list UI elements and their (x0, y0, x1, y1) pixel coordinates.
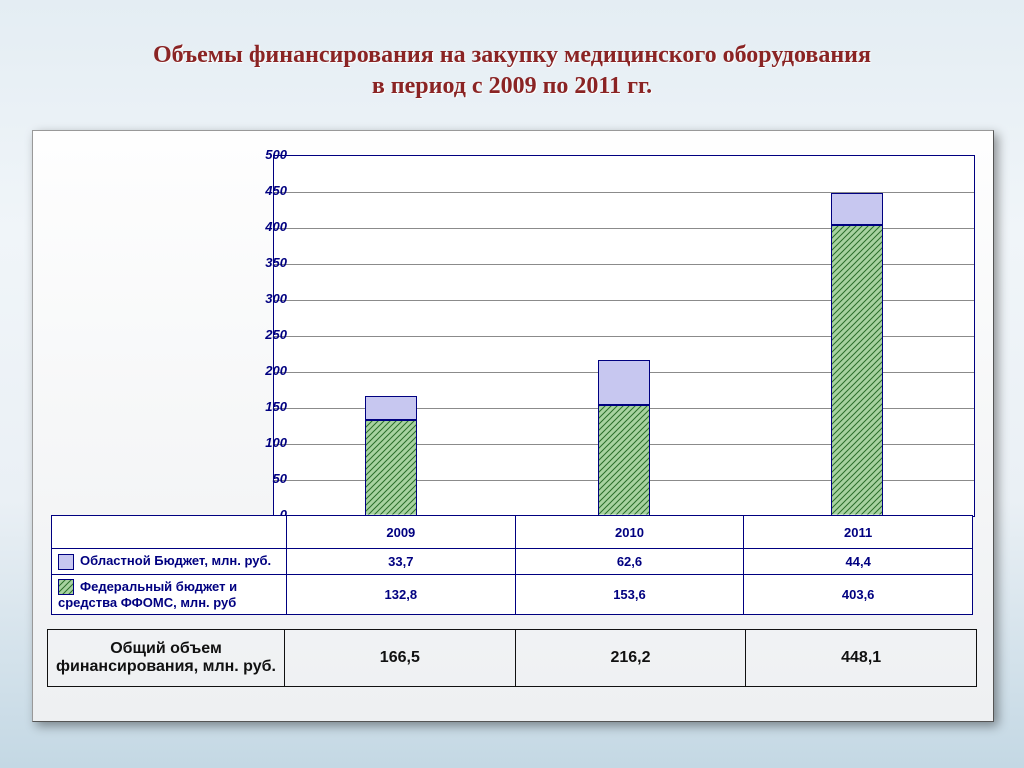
y-tick-label: 350 (227, 255, 287, 270)
category-header: 2009 (287, 516, 516, 549)
y-tick-label: 400 (227, 219, 287, 234)
totals-cell: 448,1 (746, 630, 977, 687)
bar-segment-federal (831, 225, 883, 516)
title-line-1: Объемы финансирования на закупку медицин… (153, 42, 871, 68)
totals-cell: 216,2 (515, 630, 746, 687)
totals-row: Общий объем финансирования, млн. руб.166… (47, 629, 977, 687)
bar-segment-regional (598, 360, 650, 405)
y-tick-label: 150 (227, 399, 287, 414)
y-tick-label: 50 (227, 471, 287, 486)
category-header: 2010 (515, 516, 744, 549)
data-cell: 132,8 (287, 574, 516, 615)
y-tick-label: 300 (227, 291, 287, 306)
totals-label: Общий объем финансирования, млн. руб. (48, 630, 285, 687)
y-tick-label: 200 (227, 363, 287, 378)
chart-panel: 050100150200250300350400450500 200920102… (32, 130, 994, 722)
chart-plot-area (273, 155, 975, 517)
legend-swatch (58, 554, 74, 570)
series-label: Федеральный бюджет и средства ФФОМС, млн… (52, 574, 287, 615)
bar-segment-regional (365, 396, 417, 420)
data-cell: 403,6 (744, 574, 973, 615)
y-tick-label: 450 (227, 183, 287, 198)
data-cell: 62,6 (515, 549, 744, 575)
data-cell: 153,6 (515, 574, 744, 615)
title-line-2: в период с 2009 по 2011 гг. (372, 73, 652, 99)
legend-swatch (58, 579, 74, 595)
series-label: Областной Бюджет, млн. руб. (52, 549, 287, 575)
data-cell: 33,7 (287, 549, 516, 575)
data-cell: 44,4 (744, 549, 973, 575)
bar-segment-federal (598, 405, 650, 516)
y-tick-label: 100 (227, 435, 287, 450)
bar-segment-regional (831, 193, 883, 225)
category-header: 2011 (744, 516, 973, 549)
totals-cell: 166,5 (285, 630, 516, 687)
bar-segment-federal (365, 420, 417, 516)
y-tick-label: 500 (227, 147, 287, 162)
data-table: 200920102011 Областной Бюджет, млн. руб.3… (51, 515, 973, 615)
slide-title: Объемы финансирования на закупку медицин… (0, 0, 1024, 112)
y-tick-label: 250 (227, 327, 287, 342)
